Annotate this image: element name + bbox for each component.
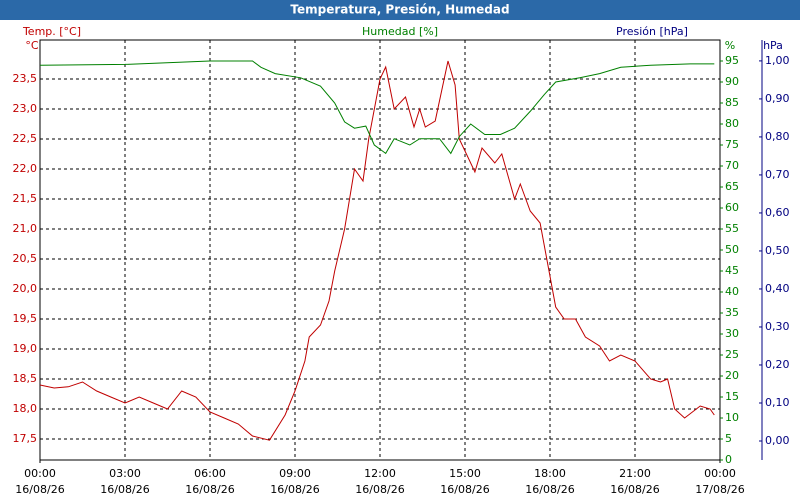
y-tick-label: 19,0 [13, 342, 38, 355]
x-tick-date: 16/08/26 [525, 483, 574, 496]
y-tick-label: 23,0 [13, 102, 38, 115]
x-tick-label: 03:00 [109, 467, 141, 480]
y-tick-label: 0,80 [765, 130, 790, 143]
y-tick-label: 19,5 [13, 312, 38, 325]
y-tick-label: 21,5 [13, 192, 38, 205]
x-tick-date: 16/08/26 [610, 483, 659, 496]
y-tick-label: 0,20 [765, 358, 790, 371]
y-tick-label: 20 [725, 369, 739, 382]
y-tick-label: 65 [725, 180, 739, 193]
chart-title: Temperatura, Presión, Humedad [290, 3, 509, 17]
y-tick-label: 18,5 [13, 372, 38, 385]
x-tick-date: 16/08/26 [270, 483, 319, 496]
x-tick-date: 16/08/26 [355, 483, 404, 496]
axis-title: Temp. [°C] [22, 25, 81, 38]
y-tick-label: 0 [725, 453, 732, 466]
y-tick-label: 0,30 [765, 320, 790, 333]
y-tick-label: 0,40 [765, 282, 790, 295]
y-tick-label: 17,5 [13, 432, 38, 445]
y-tick-label: 45 [725, 264, 739, 277]
y-tick-label: 0,70 [765, 168, 790, 181]
axis-title: Presión [hPa] [616, 25, 688, 38]
x-tick-label: 00:00 [704, 467, 736, 480]
y-tick-label: 35 [725, 306, 739, 319]
y-tick-label: 1,00 [765, 54, 790, 67]
y-tick-label: 40 [725, 285, 739, 298]
y-tick-label: 22,5 [13, 132, 38, 145]
y-tick-label: 18,0 [13, 402, 38, 415]
x-tick-label: 15:00 [449, 467, 481, 480]
x-tick-date: 16/08/26 [440, 483, 489, 496]
y-tick-label: 20,5 [13, 252, 38, 265]
x-tick-label: 18:00 [534, 467, 566, 480]
y-tick-label: 55 [725, 222, 739, 235]
x-tick-label: 21:00 [619, 467, 651, 480]
axis-unit: hPa [763, 39, 783, 52]
y-tick-label: 75 [725, 138, 739, 151]
y-tick-label: 30 [725, 327, 739, 340]
y-tick-label: 0,00 [765, 434, 790, 447]
axis-title: Humedad [%] [362, 25, 438, 38]
y-tick-label: 21,0 [13, 222, 38, 235]
y-tick-label: 70 [725, 159, 739, 172]
x-tick-date: 16/08/26 [100, 483, 149, 496]
y-tick-label: 60 [725, 201, 739, 214]
y-tick-label: 0,10 [765, 396, 790, 409]
y-tick-label: 5 [725, 432, 732, 445]
y-tick-label: 20,0 [13, 282, 38, 295]
x-tick-date: 16/08/26 [185, 483, 234, 496]
y-tick-label: 25 [725, 348, 739, 361]
y-tick-label: 22,0 [13, 162, 38, 175]
y-tick-label: 80 [725, 117, 739, 130]
x-tick-date: 17/08/26 [695, 483, 744, 496]
x-tick-label: 12:00 [364, 467, 396, 480]
axis-unit: % [725, 39, 735, 52]
series-line [39, 60, 715, 155]
y-tick-label: 23,5 [13, 72, 38, 85]
y-tick-label: 95 [725, 54, 739, 67]
title-bar [0, 0, 800, 20]
y-tick-label: 0,90 [765, 92, 790, 105]
axis-unit: °C [25, 39, 39, 52]
x-tick-label: 00:00 [24, 467, 56, 480]
y-tick-label: 0,60 [765, 206, 790, 219]
x-tick-label: 09:00 [279, 467, 311, 480]
x-tick-date: 16/08/26 [15, 483, 64, 496]
y-tick-label: 15 [725, 390, 739, 403]
y-tick-label: 90 [725, 75, 739, 88]
x-tick-label: 06:00 [194, 467, 226, 480]
y-tick-label: 10 [725, 411, 739, 424]
series-line [39, 60, 715, 441]
y-tick-label: 0,50 [765, 244, 790, 257]
y-tick-label: 50 [725, 243, 739, 256]
y-tick-label: 85 [725, 96, 739, 109]
